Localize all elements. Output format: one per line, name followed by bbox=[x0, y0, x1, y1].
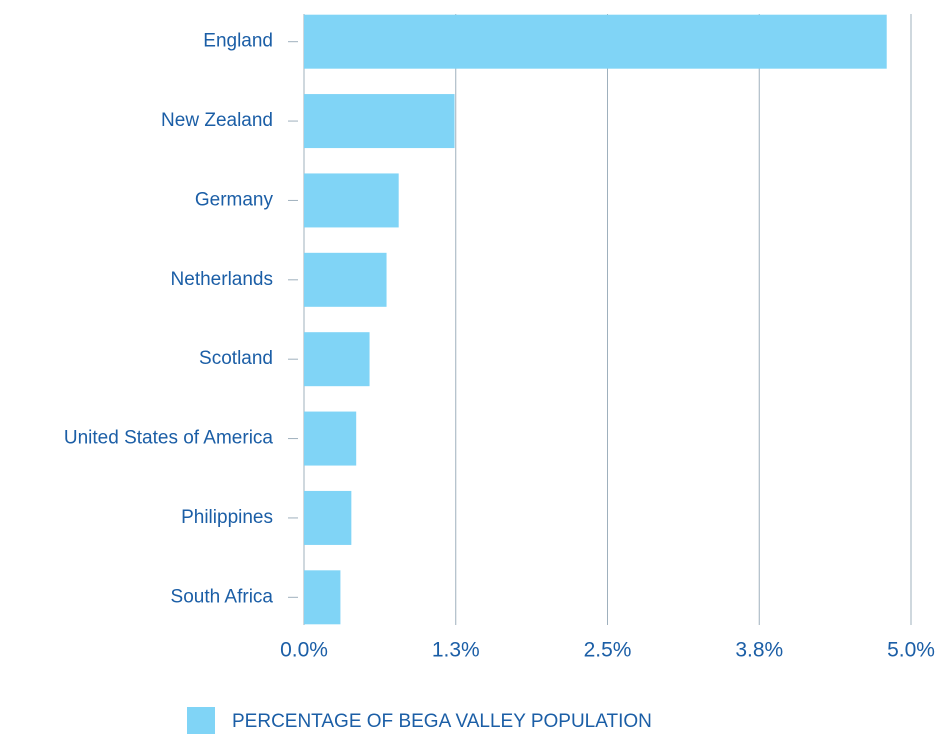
y-tick-label: Netherlands bbox=[171, 269, 273, 290]
y-tick-label: South Africa bbox=[171, 586, 274, 607]
y-tick-label: New Zealand bbox=[161, 110, 273, 131]
y-tick-label: United States of America bbox=[64, 428, 274, 449]
bar bbox=[304, 490, 352, 545]
x-tick-label: 0.0% bbox=[280, 639, 328, 662]
x-tick-label: 5.0% bbox=[887, 639, 935, 662]
y-tick-label: Scotland bbox=[199, 348, 273, 369]
bar bbox=[304, 332, 370, 387]
bar bbox=[304, 252, 387, 307]
bar bbox=[304, 411, 357, 466]
bar bbox=[304, 14, 887, 69]
x-tick-label: 1.3% bbox=[432, 639, 480, 662]
bar bbox=[304, 570, 341, 625]
bar bbox=[304, 173, 399, 228]
y-tick-label: Philippines bbox=[181, 507, 273, 528]
legend-swatch bbox=[187, 707, 215, 734]
y-tick-label: Germany bbox=[195, 189, 274, 210]
x-tick-label: 2.5% bbox=[584, 639, 632, 662]
legend-label: PERCENTAGE OF BEGA VALLEY POPULATION bbox=[232, 711, 652, 732]
y-tick-label: England bbox=[203, 31, 273, 52]
bar bbox=[304, 94, 455, 149]
x-tick-label: 3.8% bbox=[735, 639, 783, 662]
